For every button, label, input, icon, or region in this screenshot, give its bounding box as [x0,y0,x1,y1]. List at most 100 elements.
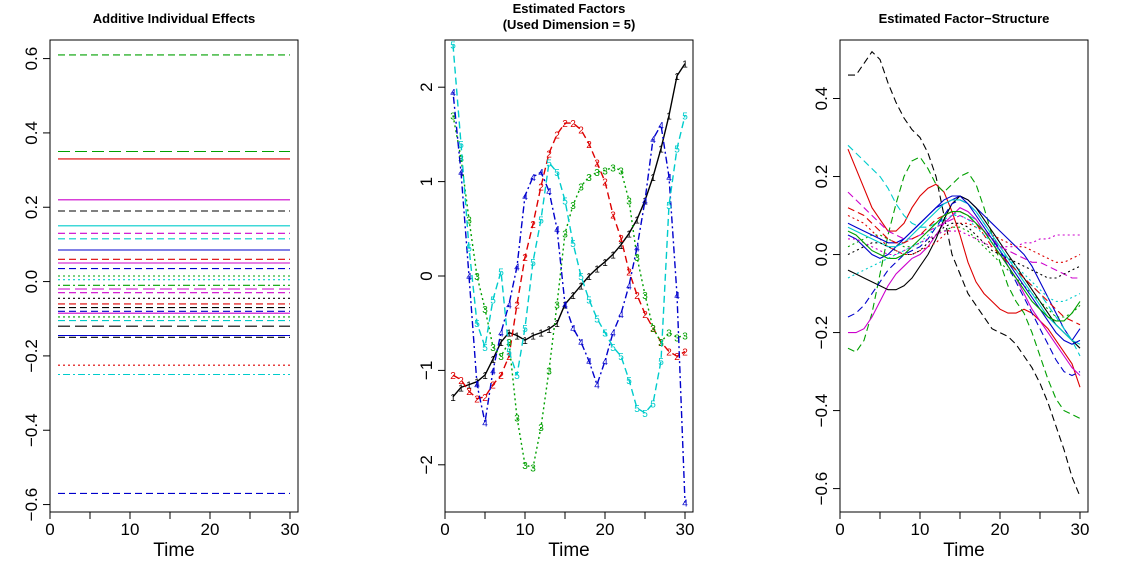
series-point-label: 1 [498,338,504,349]
series-point-label: 4 [618,310,624,321]
series-line [847,195,1081,345]
series-point-label: 2 [562,119,568,130]
series-point-label: 4 [530,173,536,184]
series-point-label: 3 [466,215,472,226]
series-point-label: 4 [450,88,456,99]
series-point-label: 5 [602,329,608,340]
series-point-label: 2 [618,234,624,245]
series-point-label: 2 [642,310,648,321]
x-tick-label: 0 [835,520,844,539]
series-point-label: 3 [594,168,600,179]
x-tick-label: 30 [1071,520,1090,539]
series-point-label: 2 [666,348,672,359]
series-point-label: 3 [506,338,512,349]
series-point-label: 4 [474,381,480,392]
series-point-label: 3 [530,464,536,475]
series-point-label: 4 [682,499,688,510]
x-tick-label: 20 [201,520,220,539]
series-point-label: 4 [602,357,608,368]
x-axis-label: Time [153,540,195,561]
plot-area [847,50,1081,497]
series-point-label: 3 [682,331,688,342]
series-point-label: 5 [618,352,624,363]
series-point-label: 4 [666,173,672,184]
series-point-label: 2 [594,159,600,170]
series-point-label: 5 [626,376,632,387]
series-point-label: 4 [578,338,584,349]
y-tick-label: −0.6 [812,472,831,506]
series-point-label: 5 [578,272,584,283]
series-point-label: 3 [610,163,616,174]
series-point-label: 5 [506,348,512,359]
series-line [847,199,1081,345]
y-tick-label: −0.6 [22,488,41,522]
y-tick-label: 0 [417,271,436,280]
series-point-label: 3 [602,166,608,177]
series-line [847,148,1081,388]
series-point-label: 1 [610,250,616,261]
x-tick-label: 10 [516,520,535,539]
series-line [847,226,1081,318]
series-point-label: 1 [650,173,656,184]
series-point-label: 2 [458,376,464,387]
y-tick-label: −2 [417,455,436,474]
series-line [848,230,1080,256]
series-point-label: 5 [562,196,568,207]
series-line [452,122,686,400]
series-point-label: 4 [506,300,512,311]
series-point-label: 1 [546,325,552,336]
series-point-label: 1 [482,371,488,382]
chart-panel-3: Estimated Factor−Structure 0 10 20 30 −0.6 −0.… [812,11,1089,561]
series-point-label: 3 [458,154,464,165]
series-point-label: 4 [674,291,680,302]
series-point-label: 2 [498,371,504,382]
series-point-label: 4 [458,168,464,179]
series-line [848,207,1081,376]
series-point-label: 5 [594,314,600,325]
series-point-label: 4 [586,357,592,368]
chart-title: Estimated Factor−Structure [879,11,1050,26]
series-point-label: 3 [546,366,552,377]
series-point-label: 2 [466,387,472,398]
chart-title: Estimated Factors [513,1,626,16]
series-point-label: 3 [498,352,504,363]
series-point-label: 1 [578,281,584,292]
series-line [452,91,686,503]
series-point-label: 5 [538,215,544,226]
series-point-label: 5 [674,145,680,156]
series-point-label: 1 [466,381,472,392]
series-point-label: 2 [482,393,488,404]
series-point-label: 1 [490,355,496,366]
series-point-label: 2 [578,126,584,137]
series-point-label: 3 [474,272,480,283]
series-point-label: 3 [626,196,632,207]
series-point-label: 3 [650,324,656,335]
series-line [452,63,686,398]
series-point-label: 1 [586,272,592,283]
series-point-label: 3 [450,112,456,123]
series-point-label: 1 [538,329,544,340]
series-point-label: 5 [554,168,560,179]
series-point-label: 5 [482,343,488,354]
y-tick-label: 0.0 [22,270,41,294]
series-point-label: 3 [618,166,624,177]
series-point-label: 4 [626,281,632,292]
series-point-label: 5 [498,267,504,278]
series-line [847,211,1081,322]
y-tick-label: 0.6 [22,47,41,71]
series-point-label: 2 [554,130,560,141]
series-point-label: 2 [570,119,576,130]
series-point-label: 4 [482,418,488,429]
y-tick-label: 1 [417,177,436,186]
series-point-label: 4 [562,300,568,311]
series-point-label: 5 [634,404,640,415]
series-point-label: 4 [514,263,520,274]
x-tick-label: 30 [281,520,300,539]
series-point-label: 5 [450,41,456,52]
series-point-label: 4 [594,381,600,392]
series-point-label: 1 [666,112,672,123]
series-line [847,144,1081,357]
y-tick-label: −0.4 [812,394,831,428]
plot-area [58,54,290,494]
y-tick-label: 0.4 [812,87,831,111]
